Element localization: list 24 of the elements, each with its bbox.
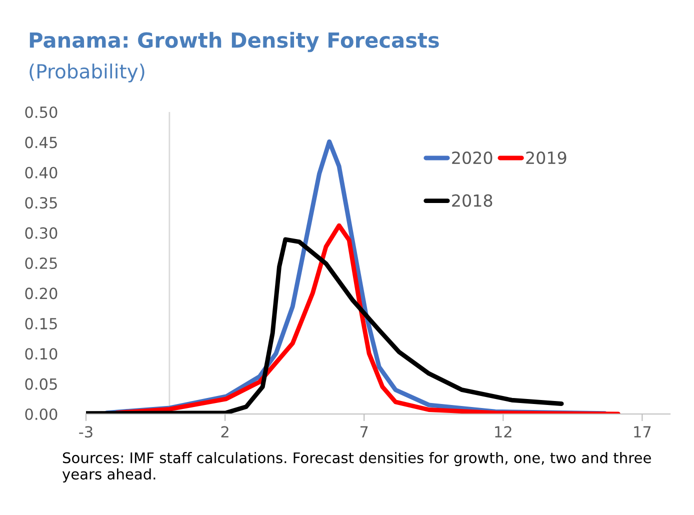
line-series (114, 223, 620, 414)
x-tick-label: 7 (360, 426, 368, 438)
legend-label: 2018 (452, 194, 492, 207)
legend-label: 2020 (452, 151, 492, 164)
y-tick-label: 0.45 (25, 136, 57, 148)
x-tick-label: -3 (79, 426, 92, 438)
y-tick-label: 0.40 (25, 166, 58, 178)
y-tick-label: 0.10 (25, 348, 58, 360)
chart-title: Panama: Growth Density Forecasts (30, 32, 439, 52)
x-tick-label: 2 (221, 426, 228, 438)
x-tick-label: 12 (495, 426, 512, 438)
y-tick-label: 0.00 (25, 408, 58, 420)
y-tick-label: 0.05 (25, 378, 57, 390)
line-series (86, 237, 564, 414)
y-tick-label: 0.30 (25, 227, 58, 239)
legend-label: 2019 (526, 151, 566, 164)
y-tick-label: 0.15 (25, 318, 57, 330)
y-tick-label: 0.35 (25, 197, 57, 209)
y-tick-label: 0.20 (25, 288, 58, 300)
y-tick-label: 0.25 (25, 257, 57, 270)
source-note: Sources: IMF staff calculations. Forecast densities for growth, one, two and three years ahead. (62, 452, 651, 482)
chart-subtitle: (Probability) (30, 64, 144, 82)
y-tick-label: 0.50 (25, 106, 58, 118)
x-tick-label: 17 (634, 426, 651, 438)
